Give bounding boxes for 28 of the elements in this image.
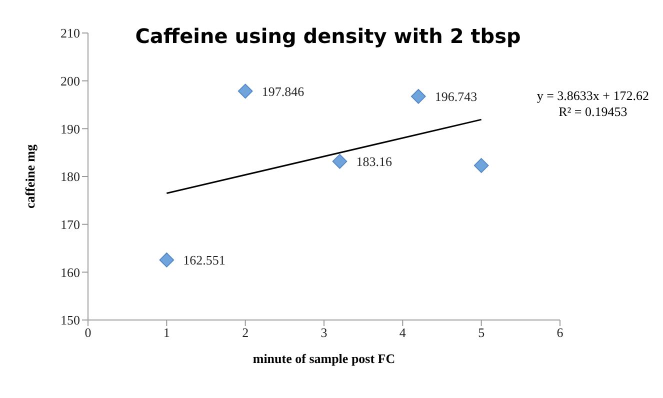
y-tick-label: 210: [60, 26, 80, 41]
point: [332, 154, 348, 169]
y-tick-label: 200: [60, 73, 80, 88]
x-tick-label: 5: [478, 325, 485, 340]
y-tick-label: 160: [60, 264, 80, 280]
data-label: 183.16: [356, 154, 392, 169]
annotation: y = 3.8633x + 172.62: [536, 88, 649, 104]
y-tick-label: 150: [60, 312, 80, 328]
x-tick-label: 0: [84, 325, 92, 340]
point: [474, 158, 489, 173]
x-tick-label: 2: [242, 325, 249, 340]
y-axis-title: caffeine mg: [22, 144, 38, 208]
data-label: 196.743: [434, 89, 478, 104]
x-tick-label: 1: [163, 325, 170, 340]
y-tick-label: 180: [60, 169, 80, 184]
x-tick-label: 6: [556, 325, 564, 340]
point: [159, 252, 174, 268]
point: [411, 89, 426, 104]
data-label: 197.846: [262, 84, 305, 99]
x-tick-label: 3: [320, 325, 328, 340]
x-axis-title: minute of sample post FC: [252, 351, 396, 366]
y-tick-label: 190: [60, 121, 80, 136]
x-tick-label: 4: [399, 325, 406, 340]
chart-title: Caffeine using density with 2 tbsp: [135, 24, 521, 48]
data-label: 162.551: [183, 252, 226, 268]
annotation: R² = 0.19453: [558, 104, 628, 120]
point: [238, 84, 253, 99]
y-tick-label: 170: [60, 216, 80, 232]
